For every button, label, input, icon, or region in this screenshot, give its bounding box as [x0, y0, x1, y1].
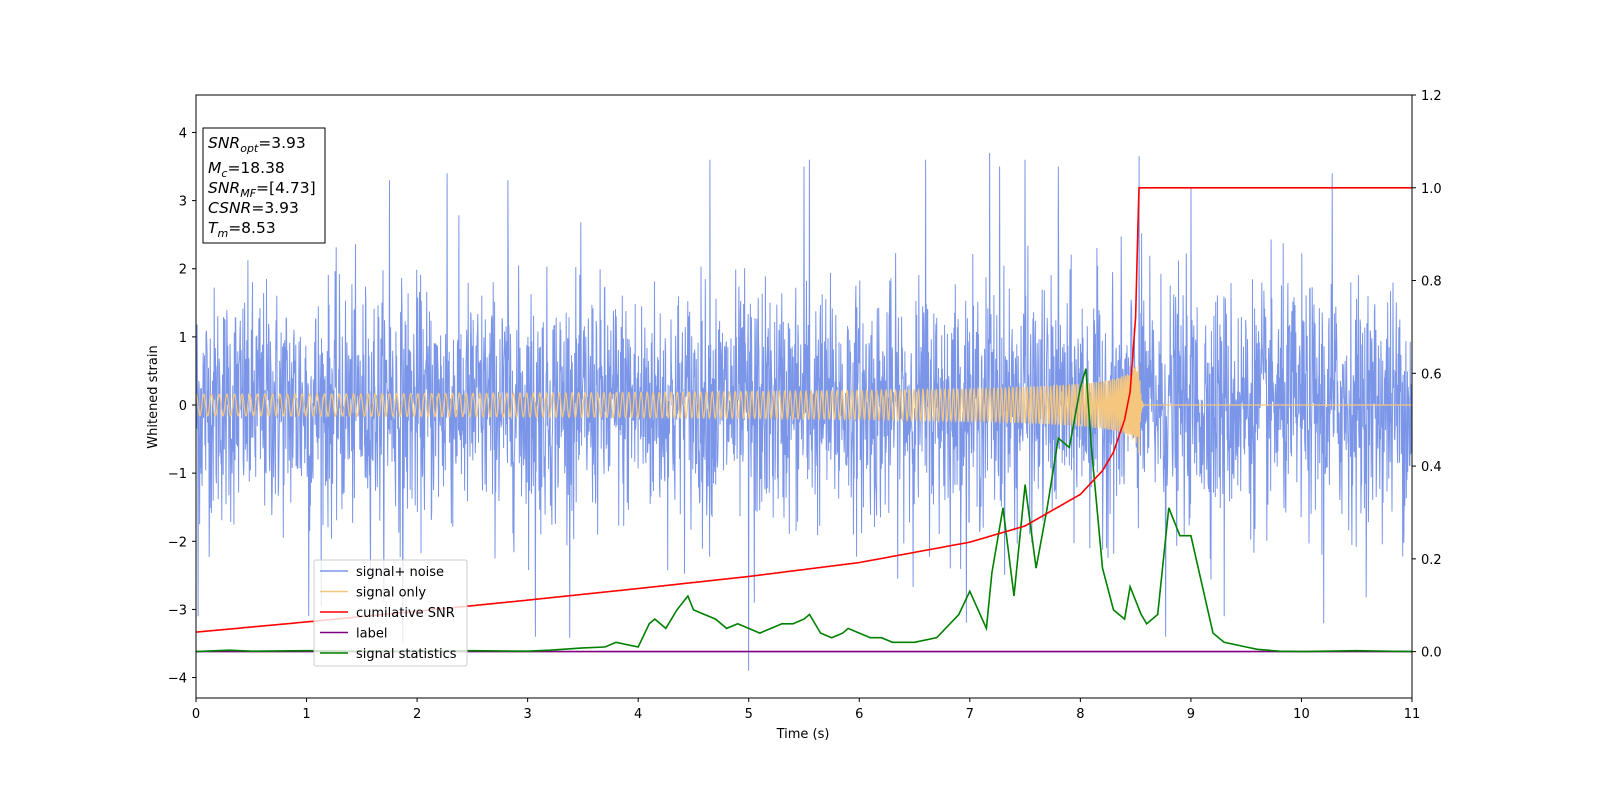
left-y-tick-label: −3 [168, 603, 187, 618]
left-y-tick-label: 1 [179, 331, 187, 346]
right-y-tick-label: 0.0 [1421, 646, 1442, 661]
info-tm: Tm=8.53 [208, 219, 276, 240]
legend-label-signal-only: signal only [356, 586, 426, 601]
signal-only-line [195, 365, 1412, 454]
x-tick-label: 10 [1293, 707, 1310, 722]
x-tick-label: 1 [302, 707, 310, 722]
right-y-tick-label: 0.6 [1421, 367, 1442, 382]
legend-label-cumulative-snr: cumilative SNR [356, 606, 455, 621]
right-y-tick-label: 1.0 [1421, 182, 1442, 197]
left-y-tick-label: −4 [168, 672, 187, 687]
legend-label-signal-noise: signal+ noise [356, 565, 444, 580]
legend-label-label: label [356, 627, 387, 642]
x-axis-ticks: 0 1 2 3 4 5 6 7 8 9 10 11 [192, 698, 1420, 722]
legend-label-signal-statistics: signal statistics [356, 647, 457, 662]
x-tick-label: 9 [1187, 707, 1195, 722]
info-csnr: CSNR=3.93 [208, 199, 299, 217]
right-y-tick-label: 0.8 [1421, 275, 1442, 290]
left-y-tick-label: 3 [179, 195, 187, 210]
y-axis-label: Whitened strain [146, 345, 161, 448]
signal-noise-series [195, 152, 1413, 671]
info-box: SNRopt=3.93 Mc=18.38 SNRMF=[4.73] CSNR=3… [202, 127, 326, 244]
right-y-tick-label: 0.4 [1421, 460, 1442, 475]
info-mc: Mc=18.38 [208, 159, 285, 180]
left-y-tick-label: 2 [179, 263, 187, 278]
x-tick-label: 3 [523, 707, 531, 722]
right-y-axis-ticks: 0.0 0.2 0.4 0.6 0.8 1.0 1.2 [1412, 89, 1442, 661]
left-y-tick-label: 0 [179, 399, 187, 414]
left-y-tick-label: 4 [179, 126, 187, 141]
x-tick-label: 6 [855, 707, 863, 722]
plot-frame [195, 94, 1413, 699]
x-axis-label: Time (s) [776, 727, 830, 742]
x-tick-label: 4 [634, 707, 642, 722]
x-tick-label: 7 [966, 707, 974, 722]
info-snr-mf: SNRMF=[4.73] [208, 179, 316, 200]
signal-only-series [195, 365, 1412, 454]
left-y-tick-label: −1 [168, 467, 187, 482]
legend: signal+ noise signal only cumilative SNR… [313, 559, 468, 667]
signal-noise-line [195, 152, 1413, 671]
x-tick-label: 2 [413, 707, 421, 722]
right-y-tick-label: 0.2 [1421, 553, 1442, 568]
info-snr-opt: SNRopt=3.93 [208, 134, 306, 155]
left-y-axis-ticks: −4 −3 −2 −1 0 1 2 3 4 [168, 126, 196, 687]
x-tick-label: 11 [1404, 707, 1421, 722]
signal-statistics-line [195, 368, 1413, 653]
x-tick-label: 5 [745, 707, 753, 722]
x-tick-label: 0 [192, 707, 200, 722]
right-y-tick-label: 1.2 [1421, 89, 1442, 104]
left-y-tick-label: −2 [168, 535, 187, 550]
x-tick-label: 8 [1076, 707, 1084, 722]
